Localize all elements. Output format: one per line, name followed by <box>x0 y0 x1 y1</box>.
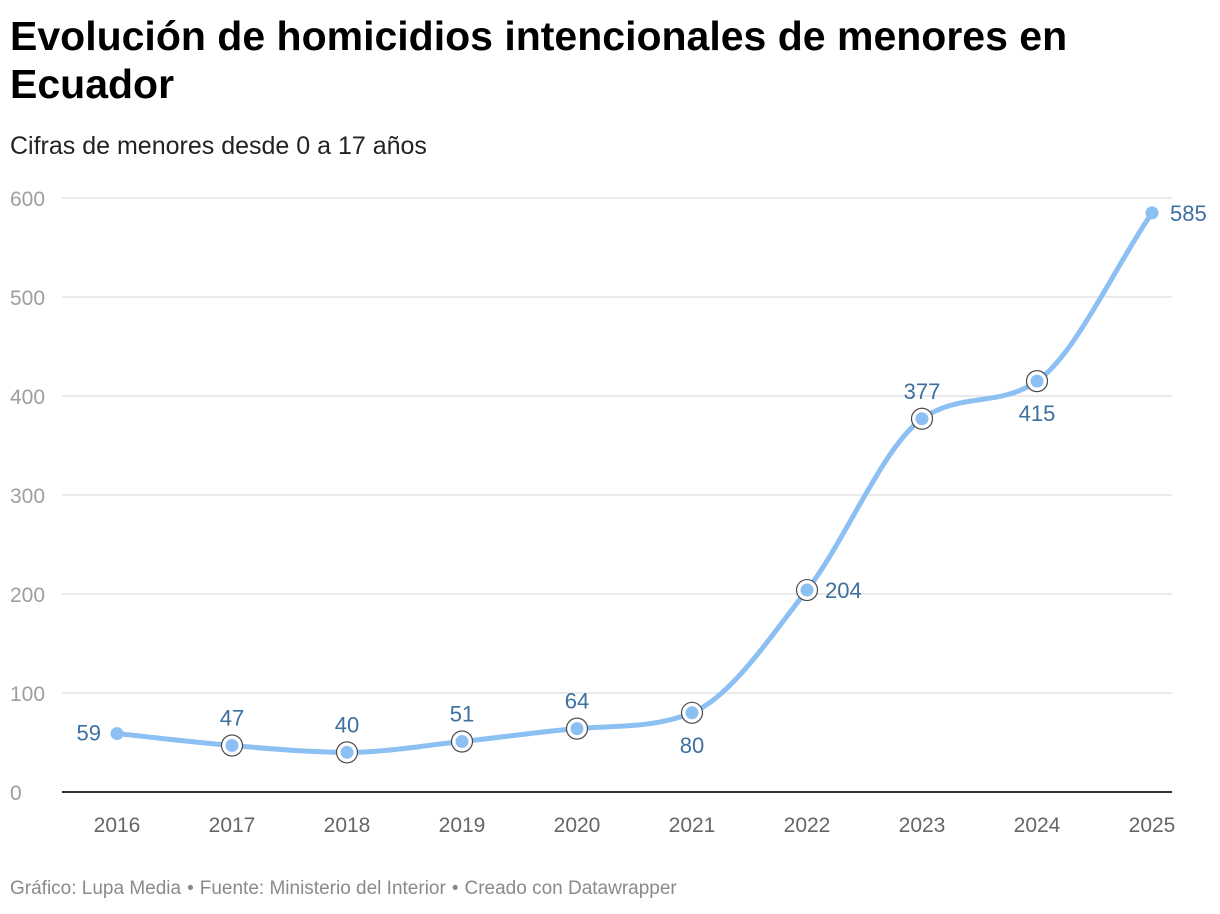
data-point <box>570 722 584 736</box>
separator: • <box>451 878 459 899</box>
x-tick-label: 2024 <box>1014 814 1061 837</box>
line-chart: 0 100 200 300 400 500 600 2016 2017 2018 2019 2020… <box>10 188 1207 837</box>
y-tick-label: 100 <box>10 683 45 706</box>
x-tick-label: 2018 <box>324 814 371 837</box>
data-point <box>225 738 239 752</box>
credit-text: Gráfico: Lupa Media <box>10 878 182 899</box>
data-label: 585 <box>1170 201 1207 226</box>
y-axis-ticks: 0 100 200 300 400 500 600 <box>10 188 45 805</box>
x-axis-ticks: 2016 2017 2018 2019 2020 2021 2022 2023 2024 2025 <box>94 814 1176 837</box>
data-markers <box>110 206 1159 764</box>
x-tick-label: 2021 <box>669 814 716 837</box>
gridlines <box>62 197 1172 694</box>
data-label: 40 <box>335 712 359 737</box>
data-label: 47 <box>220 705 244 730</box>
y-tick-label: 400 <box>10 386 45 409</box>
y-tick-label: 600 <box>10 188 45 211</box>
data-point <box>1145 206 1159 220</box>
tool-credit-text: Creado con Datawrapper <box>464 878 677 899</box>
x-tick-label: 2025 <box>1129 814 1176 837</box>
x-tick-label: 2022 <box>784 814 831 837</box>
data-labels: 59 47 40 51 64 80 204 377 415 585 <box>77 201 1207 758</box>
data-point <box>800 583 814 597</box>
y-tick-label: 500 <box>10 287 45 310</box>
source-text: Fuente: Ministerio del Interior <box>199 878 446 899</box>
x-tick-label: 2023 <box>899 814 946 837</box>
x-tick-label: 2017 <box>209 814 256 837</box>
data-point <box>340 745 354 759</box>
data-label: 377 <box>904 379 941 404</box>
data-point <box>915 412 929 426</box>
y-tick-label: 300 <box>10 485 45 508</box>
data-point <box>1030 374 1044 388</box>
data-point <box>685 706 699 720</box>
chart-subtitle: Cifras de menores desde 0 a 17 años <box>10 132 427 160</box>
series-line <box>114 210 1155 755</box>
y-tick-label: 0 <box>10 782 22 805</box>
data-label: 204 <box>825 578 862 603</box>
data-label: 80 <box>680 733 704 758</box>
data-label: 59 <box>77 721 101 746</box>
data-point <box>110 727 124 741</box>
chart-title: Evolución de homicidios intencionales de… <box>10 13 1068 107</box>
x-tick-label: 2016 <box>94 814 141 837</box>
data-label: 415 <box>1019 401 1056 426</box>
data-point <box>455 735 469 749</box>
x-tick-label: 2020 <box>554 814 601 837</box>
separator: • <box>187 878 194 899</box>
data-label: 64 <box>565 689 589 714</box>
data-label: 51 <box>450 702 474 727</box>
x-tick-label: 2019 <box>439 814 486 837</box>
y-tick-label: 200 <box>10 584 45 607</box>
footer-credits: Gráfico: Lupa Media • Fuente: Ministerio d… <box>10 877 677 901</box>
